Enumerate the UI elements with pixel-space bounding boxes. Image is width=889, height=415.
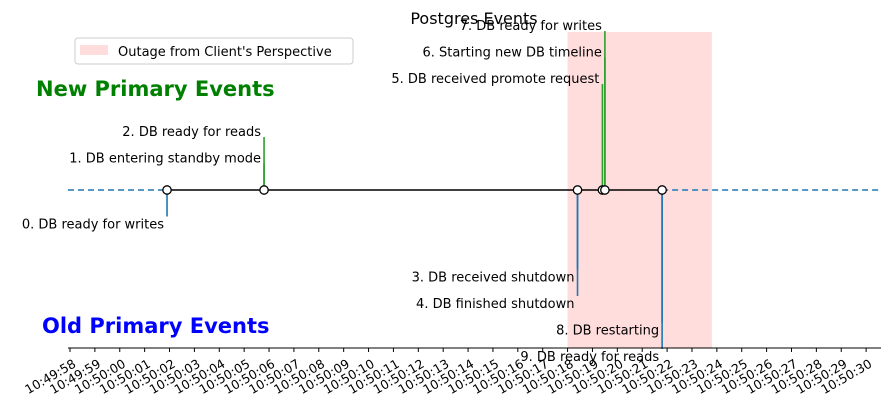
legend-label: Outage from Client's Perspective [118, 45, 332, 60]
event-marker-1 [259, 185, 269, 195]
event-labels-layer: 0. DB ready for writes 1. DB entering sta… [22, 19, 659, 365]
event-marker-0 [162, 185, 172, 195]
event-label-0: 0. DB ready for writes [22, 218, 164, 233]
event-marker-6 [600, 185, 610, 195]
new-primary-heading: New Primary Events [36, 77, 275, 101]
event-label-5: 5. DB received promote request [391, 72, 599, 87]
legend: Outage from Client's Perspective [74, 37, 354, 65]
event-label-6: 6. Starting new DB timeline [422, 46, 601, 61]
event-stems-layer [166, 31, 663, 349]
event-label-7: 7. DB ready for writes [460, 19, 602, 34]
event-marker-8 [657, 185, 667, 195]
event-label-1: 1. DB entering standby mode [69, 152, 261, 167]
event-marker-3 [572, 185, 583, 195]
event-label-9: 9. DB ready for reads [520, 350, 659, 365]
chart-title: Postgres Events [410, 9, 537, 28]
legend-swatch [80, 45, 108, 55]
event-label-8: 8. DB restarting [556, 324, 659, 339]
event-label-2: 2. DB ready for reads [122, 125, 261, 140]
old-primary-heading: Old Primary Events [42, 314, 270, 338]
event-markers-layer [162, 185, 667, 195]
event-label-4: 4. DB finished shutdown [416, 297, 574, 312]
event-label-3: 3. DB received shutdown [412, 271, 575, 286]
legend-frame [74, 37, 354, 65]
x-axis: 10:49:5810:49:5910:50:0010:50:0110:50:02… [22, 347, 881, 397]
